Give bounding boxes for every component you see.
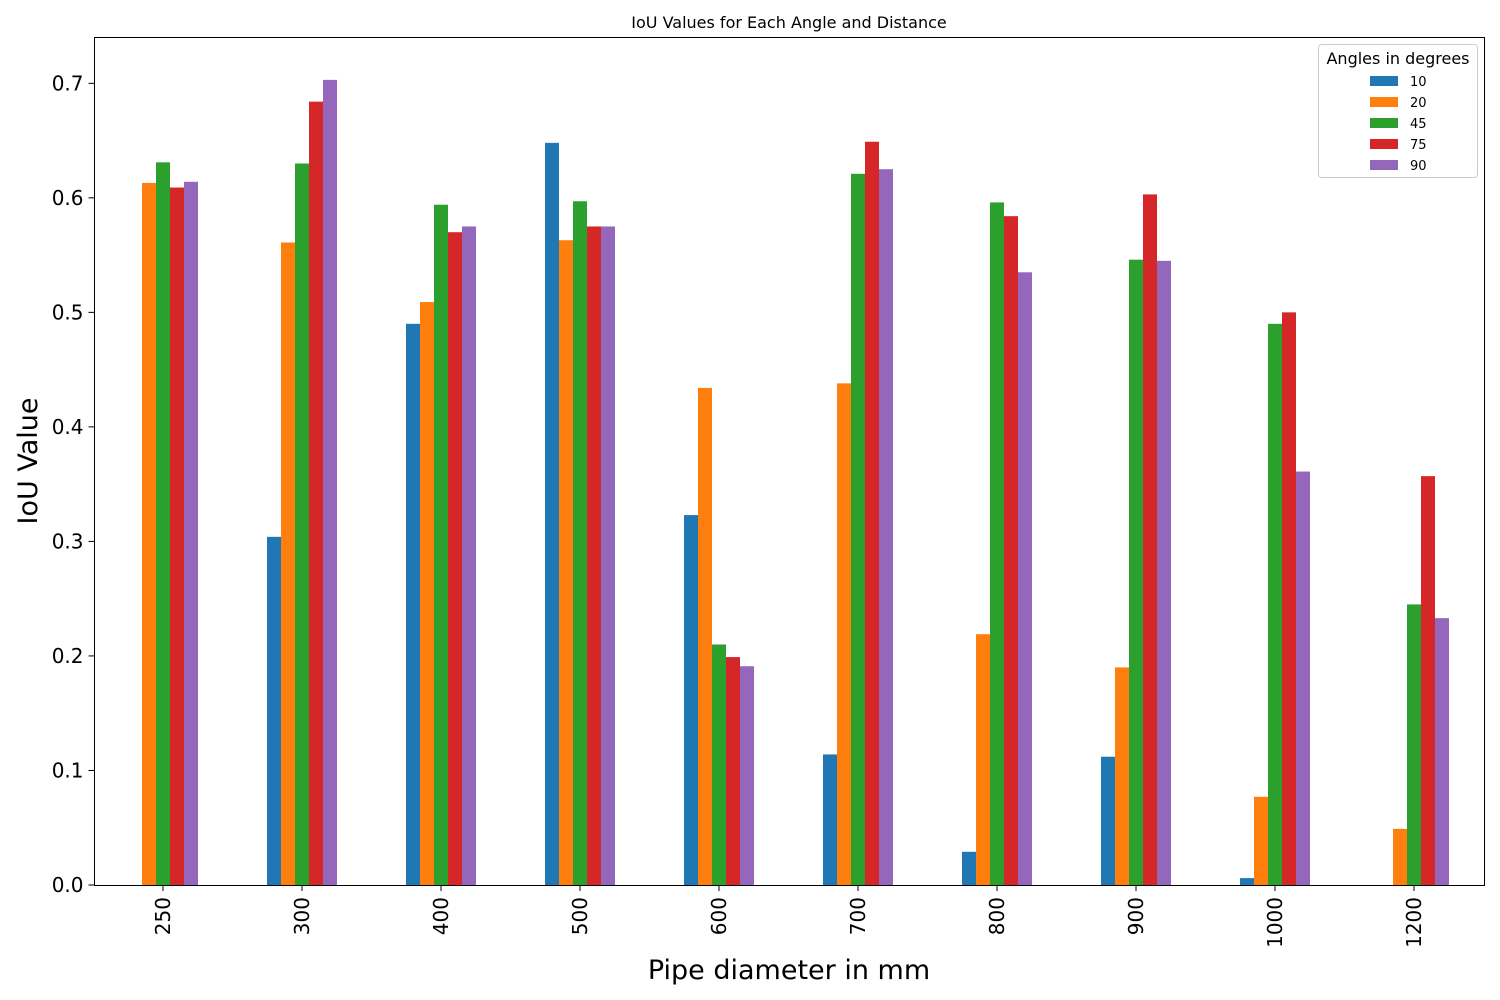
y-tick-label: 0.3: [52, 529, 84, 553]
bar-1000-angle-10: [1240, 878, 1254, 885]
x-tick-label: 1200: [1402, 897, 1426, 948]
x-tick-label: 600: [707, 897, 731, 935]
legend: Angles in degrees 10 20 45 75 90: [1318, 44, 1478, 178]
bar-1200-angle-20: [1393, 828, 1407, 885]
bar-800-angle-75: [1004, 216, 1018, 885]
legend-swatch-90: [1370, 160, 1398, 170]
bar-700-angle-45: [851, 173, 865, 886]
bar-1000-angle-45: [1268, 323, 1282, 885]
y-axis: 0.0 0.1 0.2 0.3 0.4 0.5 0.6 0.7: [52, 71, 95, 897]
legend-swatch-20: [1370, 97, 1398, 107]
bar-300-angle-10: [267, 536, 281, 885]
bar-300-angle-90: [323, 79, 337, 886]
y-tick-label: 0.7: [52, 71, 84, 95]
y-tick-label: 0.2: [52, 644, 84, 668]
bar-800-angle-90: [1018, 272, 1032, 885]
bar-500-angle-20: [559, 240, 573, 885]
y-tick-label: 0.6: [52, 186, 84, 210]
legend-label-20: 20: [1410, 96, 1427, 111]
bar-1200-angle-75: [1421, 476, 1435, 885]
x-tick-label: 500: [568, 897, 592, 935]
x-tick-label: 1000: [1263, 897, 1287, 948]
bar-400-angle-75: [448, 232, 462, 885]
bar-600-angle-10: [684, 515, 698, 885]
x-tick-label: 300: [290, 897, 314, 935]
bar-300-angle-20: [281, 242, 295, 885]
x-tick-label: 400: [429, 897, 453, 935]
bars-layer: [142, 79, 1449, 886]
bar-900-angle-75: [1143, 194, 1157, 885]
legend-title: Angles in degrees: [1326, 49, 1469, 68]
y-axis-title: IoU Value: [13, 398, 44, 525]
x-tick-label: 800: [985, 897, 1009, 935]
legend-label-10: 10: [1410, 75, 1427, 90]
bar-600-angle-45: [712, 644, 726, 885]
bar-1200-angle-45: [1407, 604, 1421, 885]
bar-800-angle-45: [990, 202, 1004, 886]
legend-label-75: 75: [1410, 138, 1427, 153]
legend-box: [1318, 44, 1478, 178]
x-tick-label: 900: [1124, 897, 1148, 935]
bar-1000-angle-75: [1282, 312, 1296, 885]
x-tick-label: 250: [151, 897, 175, 935]
legend-label-45: 45: [1410, 117, 1427, 132]
chart-title: IoU Values for Each Angle and Distance: [631, 13, 946, 32]
y-tick-label: 0.5: [52, 300, 84, 324]
bar-250-angle-20: [142, 182, 156, 885]
bar-700-angle-90: [879, 169, 893, 885]
legend-swatch-75: [1370, 139, 1398, 149]
legend-swatch-10: [1370, 76, 1398, 86]
x-axis-title: Pipe diameter in mm: [648, 955, 930, 986]
legend-swatch-45: [1370, 118, 1398, 128]
bar-900-angle-20: [1115, 667, 1129, 885]
bar-250-angle-90: [184, 181, 198, 886]
x-axis: 250 300 400 500 600 700 800 900 1000 1200: [151, 885, 1426, 948]
y-tick-label: 0.0: [52, 873, 84, 897]
bar-600-angle-20: [698, 387, 712, 885]
y-tick-label: 0.4: [52, 415, 84, 439]
bar-600-angle-75: [726, 657, 740, 885]
bar-600-angle-90: [740, 666, 754, 885]
bar-250-angle-45: [156, 162, 170, 885]
x-tick-label: 700: [846, 897, 870, 935]
bar-250-angle-75: [170, 187, 184, 885]
bar-800-angle-10: [962, 851, 976, 885]
bar-300-angle-75: [309, 101, 323, 885]
bar-1200-angle-90: [1435, 618, 1449, 885]
bar-700-angle-20: [837, 383, 851, 885]
bar-500-angle-45: [573, 201, 587, 885]
bar-800-angle-20: [976, 634, 990, 885]
y-tick-label: 0.1: [52, 758, 84, 782]
bar-1000-angle-90: [1296, 471, 1310, 885]
bar-900-angle-10: [1101, 756, 1115, 885]
bar-500-angle-75: [587, 226, 601, 886]
bar-700-angle-10: [823, 754, 837, 885]
bar-900-angle-90: [1157, 260, 1171, 886]
bar-1000-angle-20: [1254, 796, 1268, 885]
bar-400-angle-20: [420, 302, 434, 885]
bar-900-angle-45: [1129, 259, 1143, 885]
bar-500-angle-90: [601, 226, 615, 886]
bar-400-angle-90: [462, 226, 476, 886]
legend-entries: 10 20 45 75 90: [1370, 75, 1427, 174]
legend-label-90: 90: [1410, 159, 1427, 174]
bar-400-angle-45: [434, 204, 448, 885]
bar-500-angle-10: [545, 142, 559, 886]
bar-400-angle-10: [406, 323, 420, 885]
bar-700-angle-75: [865, 141, 879, 886]
plot-frame: [94, 37, 1485, 886]
bar-300-angle-45: [295, 163, 309, 886]
